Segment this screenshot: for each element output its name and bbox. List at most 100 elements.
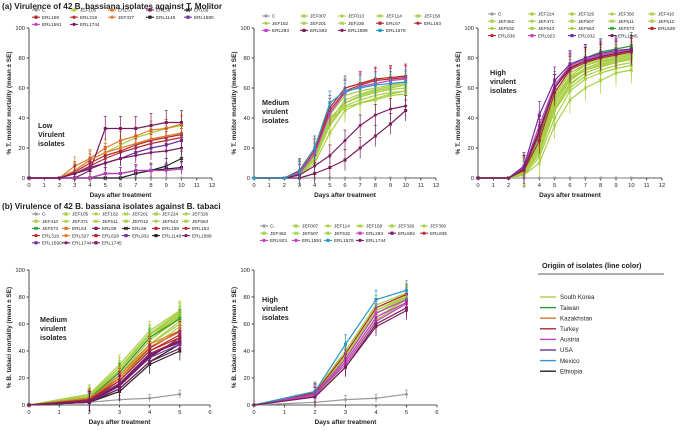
legend-swatch-marker: [570, 34, 574, 38]
legend-swatch-marker: [154, 212, 158, 216]
legend-label: JEF573: [618, 26, 635, 31]
data-point: [134, 142, 138, 145]
legend-swatch-marker: [378, 21, 382, 25]
legend-label: JEF573: [42, 226, 59, 231]
legend-swatch-marker: [34, 212, 38, 216]
data-point: [180, 167, 183, 171]
data-point: [583, 176, 587, 180]
y-tick-label: 80: [19, 295, 25, 301]
x-tick-label: 6: [208, 410, 211, 416]
legend-label: JEF350: [430, 224, 447, 229]
legend-swatch-marker: [34, 219, 38, 223]
data-point: [119, 127, 122, 130]
data-point: [103, 151, 107, 154]
series-line: [254, 105, 406, 179]
legend-swatch-marker: [302, 28, 306, 32]
legend-label: JEF511: [618, 19, 634, 24]
series-legend: C- JEF105 JEF162 JEF201 JEF224 JEF326 JEF410 JE…: [32, 212, 212, 246]
legend-swatch-marker: [264, 21, 268, 25]
origin-label: Mexico: [560, 358, 580, 365]
x-axis-label: Days after treatment: [539, 192, 602, 199]
legend-swatch-marker: [34, 241, 38, 245]
data-point: [88, 176, 92, 180]
series-legend: C- JEF007 JEF114 JEF158 JEF326 JEF350 JEF462 JE…: [260, 224, 447, 243]
legend-swatch-marker: [64, 219, 68, 223]
data-point: [149, 124, 153, 127]
panel-annotation: virulent: [262, 107, 289, 116]
legend-swatch-marker: [422, 224, 426, 228]
series-line: [253, 309, 407, 406]
legend-label: ERL1578: [386, 28, 406, 33]
series-line: [29, 132, 182, 179]
x-tick-label: 0: [252, 183, 255, 189]
legend-swatch-marker: [262, 238, 266, 242]
legend-label: ERL1744: [72, 241, 92, 246]
legend-swatch-marker: [184, 226, 188, 230]
x-tick-label: 4: [313, 183, 317, 189]
legend-swatch-marker: [264, 28, 268, 32]
legend-label: ERL1589: [192, 233, 212, 238]
legend-swatch-marker: [416, 21, 420, 25]
y-tick-label: 40: [19, 116, 25, 122]
legend-swatch-marker: [490, 34, 494, 38]
x-tick-label: 8: [149, 183, 152, 189]
legend-swatch-marker: [124, 212, 128, 216]
data-point: [282, 176, 286, 180]
data-point: [568, 67, 572, 70]
legend-label: ERL327: [72, 233, 89, 238]
legend-label: ERL163: [192, 226, 209, 231]
series-line: [478, 51, 632, 179]
y-tick-label: 100: [240, 268, 250, 274]
data-point: [328, 101, 332, 105]
y-tick-label: 80: [468, 56, 474, 62]
legend-swatch-marker: [570, 19, 574, 23]
data-point: [343, 176, 347, 180]
data-point: [73, 172, 77, 175]
y-tick-label: 80: [244, 295, 250, 301]
legend-label: ERL1745: [618, 33, 638, 38]
legend-swatch-marker: [294, 238, 298, 242]
series-legend: C JEF007 JEF013 JEF114 JEF158 JEF162 JEF201 JEF…: [262, 14, 441, 33]
data-point: [404, 80, 408, 84]
x-axis-label: Days after treatment: [89, 419, 152, 426]
data-point: [119, 157, 122, 160]
data-point: [164, 176, 168, 180]
legend-label: JEF224: [538, 12, 555, 17]
x-tick-label: 2: [58, 183, 61, 189]
y-tick-label: 20: [19, 376, 25, 382]
legend-swatch-marker: [64, 234, 68, 238]
data-point: [568, 98, 572, 102]
x-tick-label: 9: [389, 183, 392, 189]
data-point: [343, 158, 347, 162]
legend-label: JEF224: [162, 212, 179, 217]
legend-swatch-marker: [94, 226, 98, 230]
panel-annotation: virulent: [262, 304, 289, 313]
legend-swatch-marker: [294, 231, 298, 236]
legend-swatch-marker: [358, 231, 362, 235]
legend-label: ERL66: [132, 226, 147, 231]
x-tick-label: 1: [58, 410, 61, 416]
legend-swatch-marker: [186, 15, 190, 19]
origin-label: Taiwan: [560, 305, 580, 312]
y-tick-label: 100: [240, 26, 250, 32]
series-line: [478, 49, 632, 179]
chart-b2: 0 20 40 60 80 100 0 1 2 3 4 5 6 Days after treatment%…: [231, 224, 447, 426]
legend-swatch-marker: [124, 219, 128, 223]
legend-swatch-marker: [94, 241, 98, 245]
data-point: [149, 169, 153, 172]
legend-swatch-marker: [154, 226, 158, 230]
legend-label: ERL836: [498, 33, 515, 38]
legend-swatch-marker: [186, 8, 190, 12]
data-point: [313, 395, 317, 399]
x-tick-label: 12: [659, 183, 665, 189]
data-point: [180, 146, 183, 150]
origin-label: USA: [560, 347, 574, 354]
legend-swatch-marker: [490, 26, 494, 30]
legend-label: ERL163: [424, 21, 441, 26]
legend-label: JEF471: [538, 19, 555, 24]
data-point: [252, 403, 256, 407]
x-tick-label: 4: [374, 410, 378, 416]
legend-swatch-marker: [390, 224, 394, 228]
